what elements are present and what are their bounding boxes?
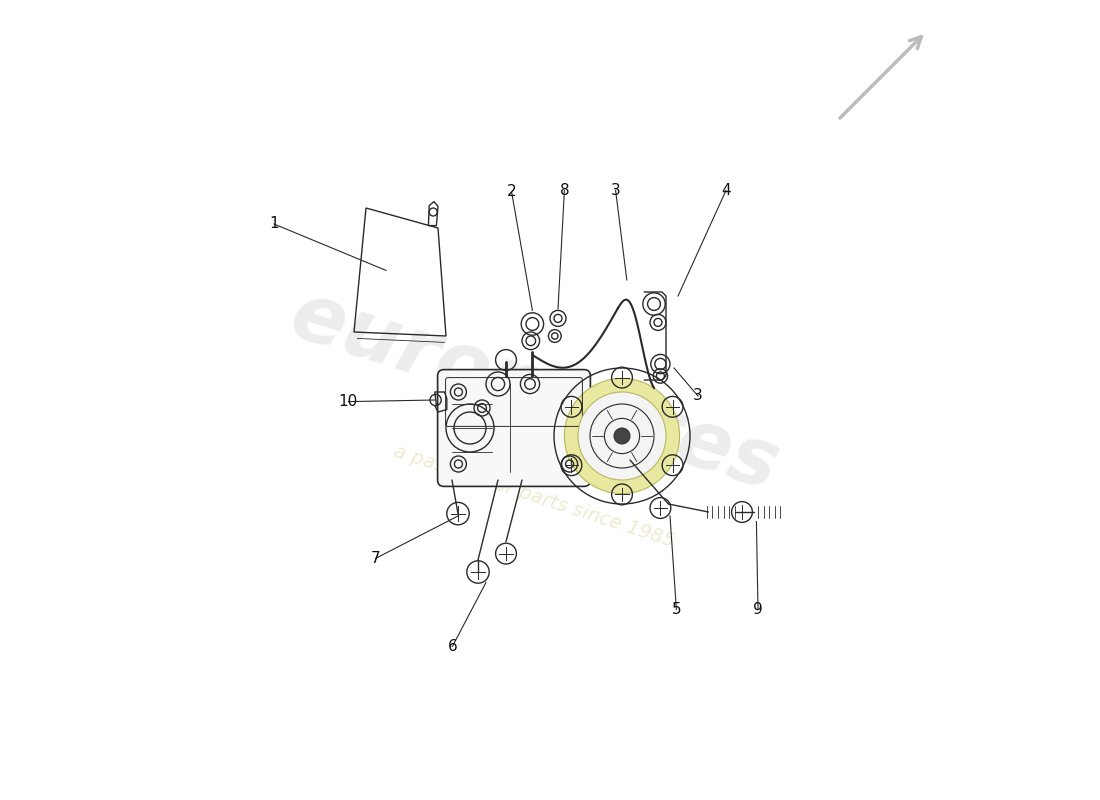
Circle shape: [564, 378, 680, 494]
Text: 3: 3: [610, 183, 620, 198]
FancyBboxPatch shape: [438, 370, 591, 486]
Circle shape: [614, 428, 630, 444]
Text: 9: 9: [754, 602, 763, 617]
Text: europcares: europcares: [280, 276, 788, 508]
Text: a passion for parts since 1985: a passion for parts since 1985: [390, 442, 676, 550]
Text: 5: 5: [672, 602, 681, 617]
Circle shape: [578, 392, 666, 480]
Text: 7: 7: [371, 551, 381, 566]
Text: 3: 3: [693, 389, 703, 403]
Text: 2: 2: [507, 185, 516, 199]
Text: 4: 4: [722, 183, 730, 198]
Text: 6: 6: [448, 639, 458, 654]
Text: 1: 1: [270, 217, 278, 231]
Text: 8: 8: [560, 183, 569, 198]
Text: 10: 10: [339, 394, 358, 409]
